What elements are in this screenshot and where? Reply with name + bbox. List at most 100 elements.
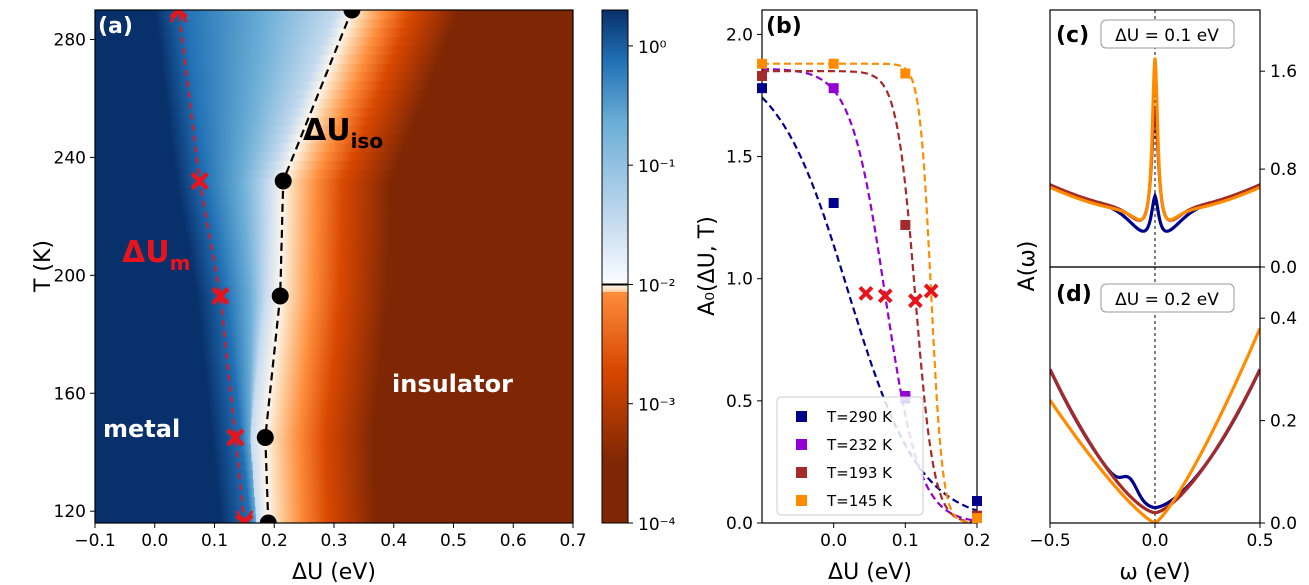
heatmap-row — [95, 159, 573, 170]
y-tick-label: 0.8 — [1270, 160, 1297, 180]
heatmap-row — [95, 80, 573, 91]
heatmap-row — [95, 416, 573, 427]
metal-cross — [190, 171, 209, 191]
panel-d-xlabel: ω (eV) — [1119, 560, 1190, 585]
x-tick-label: 0.6 — [500, 531, 527, 551]
iso-curve-label: ΔUiso — [303, 113, 383, 153]
heatmap-row — [95, 407, 573, 418]
series-marker — [972, 513, 982, 524]
iso-point — [274, 172, 292, 190]
heatmap-row — [95, 478, 573, 489]
heatmap-row — [95, 204, 573, 214]
heatmap-row — [95, 451, 573, 462]
panel-c: 0.0 0.8 1.6 (c) ΔU = 0.1 eV — [1049, 9, 1297, 278]
panel-c-plot — [1050, 10, 1260, 267]
heatmap-row — [95, 97, 573, 108]
legend-box — [776, 396, 924, 516]
heatmap-row — [95, 124, 573, 135]
heatmap-row — [95, 380, 573, 391]
x-tick-label: 0.5 — [1246, 531, 1273, 551]
series-curve — [762, 62, 977, 523]
panel-a: −0.1 0.0 0.1 0.2 0.3 0.4 0.5 0.6 0.7 120 160 200 240… — [31, 9, 587, 585]
heatmap-row — [95, 62, 573, 73]
x-tick-label: 0.2 — [261, 531, 288, 551]
y-tick-label: 0.0 — [1270, 258, 1297, 278]
panel-a-curves — [169, 10, 361, 523]
heatmap-row — [95, 221, 573, 232]
legend: T=290 K T=232 K T=193 K T=145 K — [776, 396, 924, 516]
heatmap-row — [95, 372, 573, 382]
metal-label: metal — [103, 415, 180, 443]
y-tick-label: 2.0 — [726, 25, 753, 45]
x-tick-label: 0.0 — [141, 531, 168, 551]
panel-b-label: (b) — [766, 14, 802, 39]
y-tick-label: 200 — [54, 266, 86, 286]
panel-d-annotation-box — [1100, 283, 1235, 313]
heatmap-row — [95, 345, 573, 356]
heatmap-row — [95, 487, 573, 497]
x-tick-label: −0.1 — [74, 531, 115, 551]
heatmap-row — [95, 10, 573, 20]
series-curve — [762, 70, 977, 523]
heatmap-row — [95, 283, 573, 294]
series-marker — [828, 83, 839, 94]
legend-label: T=193 K — [826, 464, 893, 482]
series-marker — [972, 496, 982, 507]
x-tick-label: 0.3 — [320, 531, 347, 551]
heatmap-row — [95, 363, 573, 374]
heatmap-row — [95, 71, 573, 82]
panel-b-xlabel: ΔU (eV) — [828, 560, 912, 585]
heatmap-row — [95, 133, 573, 144]
series-marker — [757, 58, 767, 69]
colorbar-tick-label: 10⁰ — [638, 38, 667, 58]
heatmap-row — [95, 513, 573, 523]
heatmap-row — [95, 469, 573, 480]
metal-cross — [226, 428, 245, 447]
series-marker — [828, 197, 839, 208]
series-marker — [900, 390, 911, 401]
heatmap-row — [95, 434, 573, 444]
x-tick-label: 0.2 — [963, 531, 990, 551]
heatmap-row — [95, 177, 573, 188]
metal-arrow-bottom — [235, 510, 254, 523]
heatmap-row — [95, 248, 573, 259]
series-marker — [900, 219, 911, 230]
y-tick-label: 1.0 — [726, 270, 753, 290]
y-tick-label: 240 — [54, 148, 86, 168]
panel-a-ylabel: T (K) — [31, 240, 56, 293]
panel-c-label: (c) — [1056, 23, 1089, 48]
legend-label: T=232 K — [826, 436, 893, 454]
y-tick-label: 1.6 — [1270, 62, 1297, 82]
panel-a-label: (a) — [98, 14, 133, 39]
heatmap-row — [95, 460, 573, 471]
x-tick-label: 0.0 — [820, 531, 847, 551]
heatmap-row — [95, 354, 573, 365]
panel-d: −0.5 0.0 0.50.00.20.4 (d) ΔU = 0.2 eV ω (e… — [1015, 241, 1297, 585]
heatmap-row — [95, 186, 573, 197]
heatmap-row — [95, 115, 573, 126]
colorbar: 10⁰ 10⁻¹ 10⁻² 10⁻³ 10⁻⁴ — [601, 9, 676, 535]
y-tick-label: 0.5 — [726, 392, 753, 412]
transition-cross — [923, 283, 939, 299]
heatmap-row — [95, 44, 573, 55]
legend-label: T=145 K — [826, 492, 893, 510]
colorbar-ticks: 10⁰ 10⁻¹ 10⁻² 10⁻³ 10⁻⁴ — [628, 38, 676, 535]
x-tick-label: 0.1 — [201, 531, 228, 551]
transition-cross — [858, 285, 874, 301]
heatmap-row — [95, 398, 573, 409]
x-tick-label: 0.1 — [892, 531, 919, 551]
legend-items: T=290 K T=232 K T=193 K T=145 K — [796, 408, 893, 510]
panel-b: 0.0 0.1 0.2 0.0 0.5 1.0 1.5 2.0 (b) ΔU (eV) A₀(… — [695, 9, 991, 585]
heatmap — [95, 10, 573, 523]
metal-arrow-top — [169, 10, 188, 23]
heatmap-row — [95, 389, 573, 400]
panel-d-label: (d) — [1056, 282, 1092, 307]
heatmap-row — [95, 319, 573, 329]
y-tick-label: 0.0 — [726, 514, 753, 534]
panel-c-annotation: ΔU = 0.1 eV — [1115, 26, 1219, 46]
metal-cross — [169, 10, 188, 20]
panel-b-ticks: 0.0 0.1 0.2 0.0 0.5 1.0 1.5 2.0 — [726, 25, 991, 551]
heatmap-row — [95, 18, 573, 29]
spectral-curve — [1050, 368, 1260, 515]
heatmap-row — [95, 310, 573, 321]
